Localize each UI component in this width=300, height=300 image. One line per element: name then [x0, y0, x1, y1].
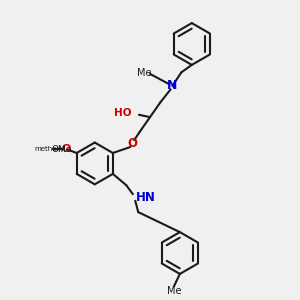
Text: O: O [127, 137, 137, 150]
Text: methoxy: methoxy [34, 146, 64, 152]
Text: O: O [62, 144, 71, 154]
Text: HO: HO [114, 108, 131, 118]
Text: N: N [167, 79, 178, 92]
Text: HN: HN [136, 191, 155, 204]
Text: Me: Me [137, 68, 152, 78]
Text: OMe: OMe [51, 145, 72, 154]
Text: Me: Me [167, 286, 181, 296]
